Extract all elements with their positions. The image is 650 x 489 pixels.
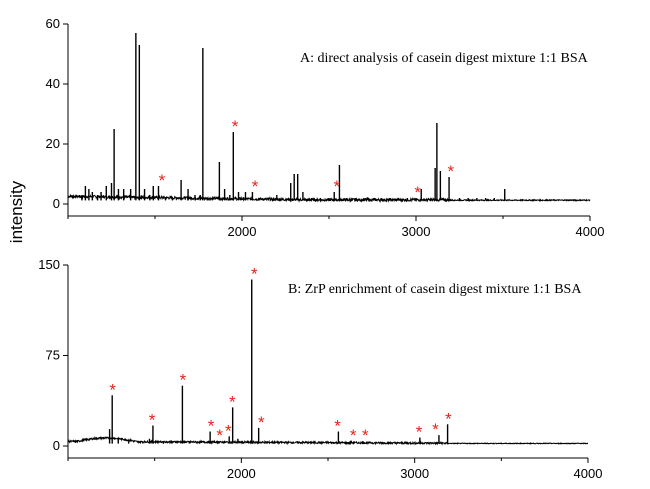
phosphopeptide-marker: * (149, 410, 156, 429)
y-tick-label: 0 (53, 438, 60, 453)
y-tick-label: 150 (38, 257, 60, 272)
phosphopeptide-marker: * (251, 264, 258, 283)
phosphopeptide-marker: * (229, 392, 236, 411)
y-tick-label: 40 (46, 76, 60, 91)
x-tick-label: 4000 (574, 466, 603, 481)
phosphopeptide-marker: * (362, 426, 369, 445)
phosphopeptide-marker: * (445, 409, 452, 428)
phosphopeptide-marker: * (225, 421, 232, 440)
phosphopeptide-marker: * (232, 117, 239, 136)
phosphopeptide-marker: * (350, 426, 357, 445)
phosphopeptide-marker: * (159, 171, 166, 190)
y-tick-label: 60 (46, 16, 60, 31)
phosphopeptide-marker: * (109, 380, 116, 399)
x-tick-label: 2000 (228, 224, 257, 239)
y-axis-label: intensity (7, 180, 26, 243)
phosphopeptide-marker: * (416, 423, 423, 442)
phosphopeptide-marker: * (334, 177, 341, 196)
phosphopeptide-marker: * (432, 420, 439, 439)
x-tick-label: 3000 (402, 224, 431, 239)
spectrum-trace (67, 435, 589, 446)
y-tick-label: 20 (46, 136, 60, 151)
x-tick-label: 4000 (576, 224, 605, 239)
y-tick-label: 75 (46, 348, 60, 363)
phosphopeptide-marker: * (447, 162, 454, 181)
x-tick-label: 3000 (400, 466, 429, 481)
phosphopeptide-marker: * (258, 413, 265, 432)
phosphopeptide-marker: * (414, 183, 421, 202)
phosphopeptide-marker: * (208, 417, 215, 436)
panel-annotation: A: direct analysis of casein digest mixt… (300, 51, 589, 66)
phosphopeptide-marker: * (252, 177, 259, 196)
x-tick-label: 2000 (227, 466, 256, 481)
panel-a: 0 20 40 60 2000 3000 4000 * * * * * * A: direct analy… (46, 16, 605, 239)
phosphopeptide-marker: * (180, 371, 187, 390)
panel-annotation: B: ZrP enrichment of casein digest mixtu… (288, 282, 582, 297)
phosphopeptide-marker: * (216, 426, 223, 445)
phosphopeptide-marker: * (334, 417, 341, 436)
y-tick-label: 0 (53, 196, 60, 211)
